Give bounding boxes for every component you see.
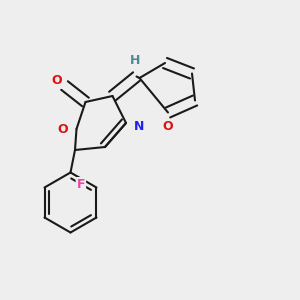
Text: H: H [130, 53, 140, 67]
Text: F: F [76, 178, 85, 191]
Text: O: O [58, 122, 68, 136]
Text: O: O [163, 120, 173, 134]
Text: N: N [134, 120, 144, 133]
Text: O: O [52, 74, 62, 88]
